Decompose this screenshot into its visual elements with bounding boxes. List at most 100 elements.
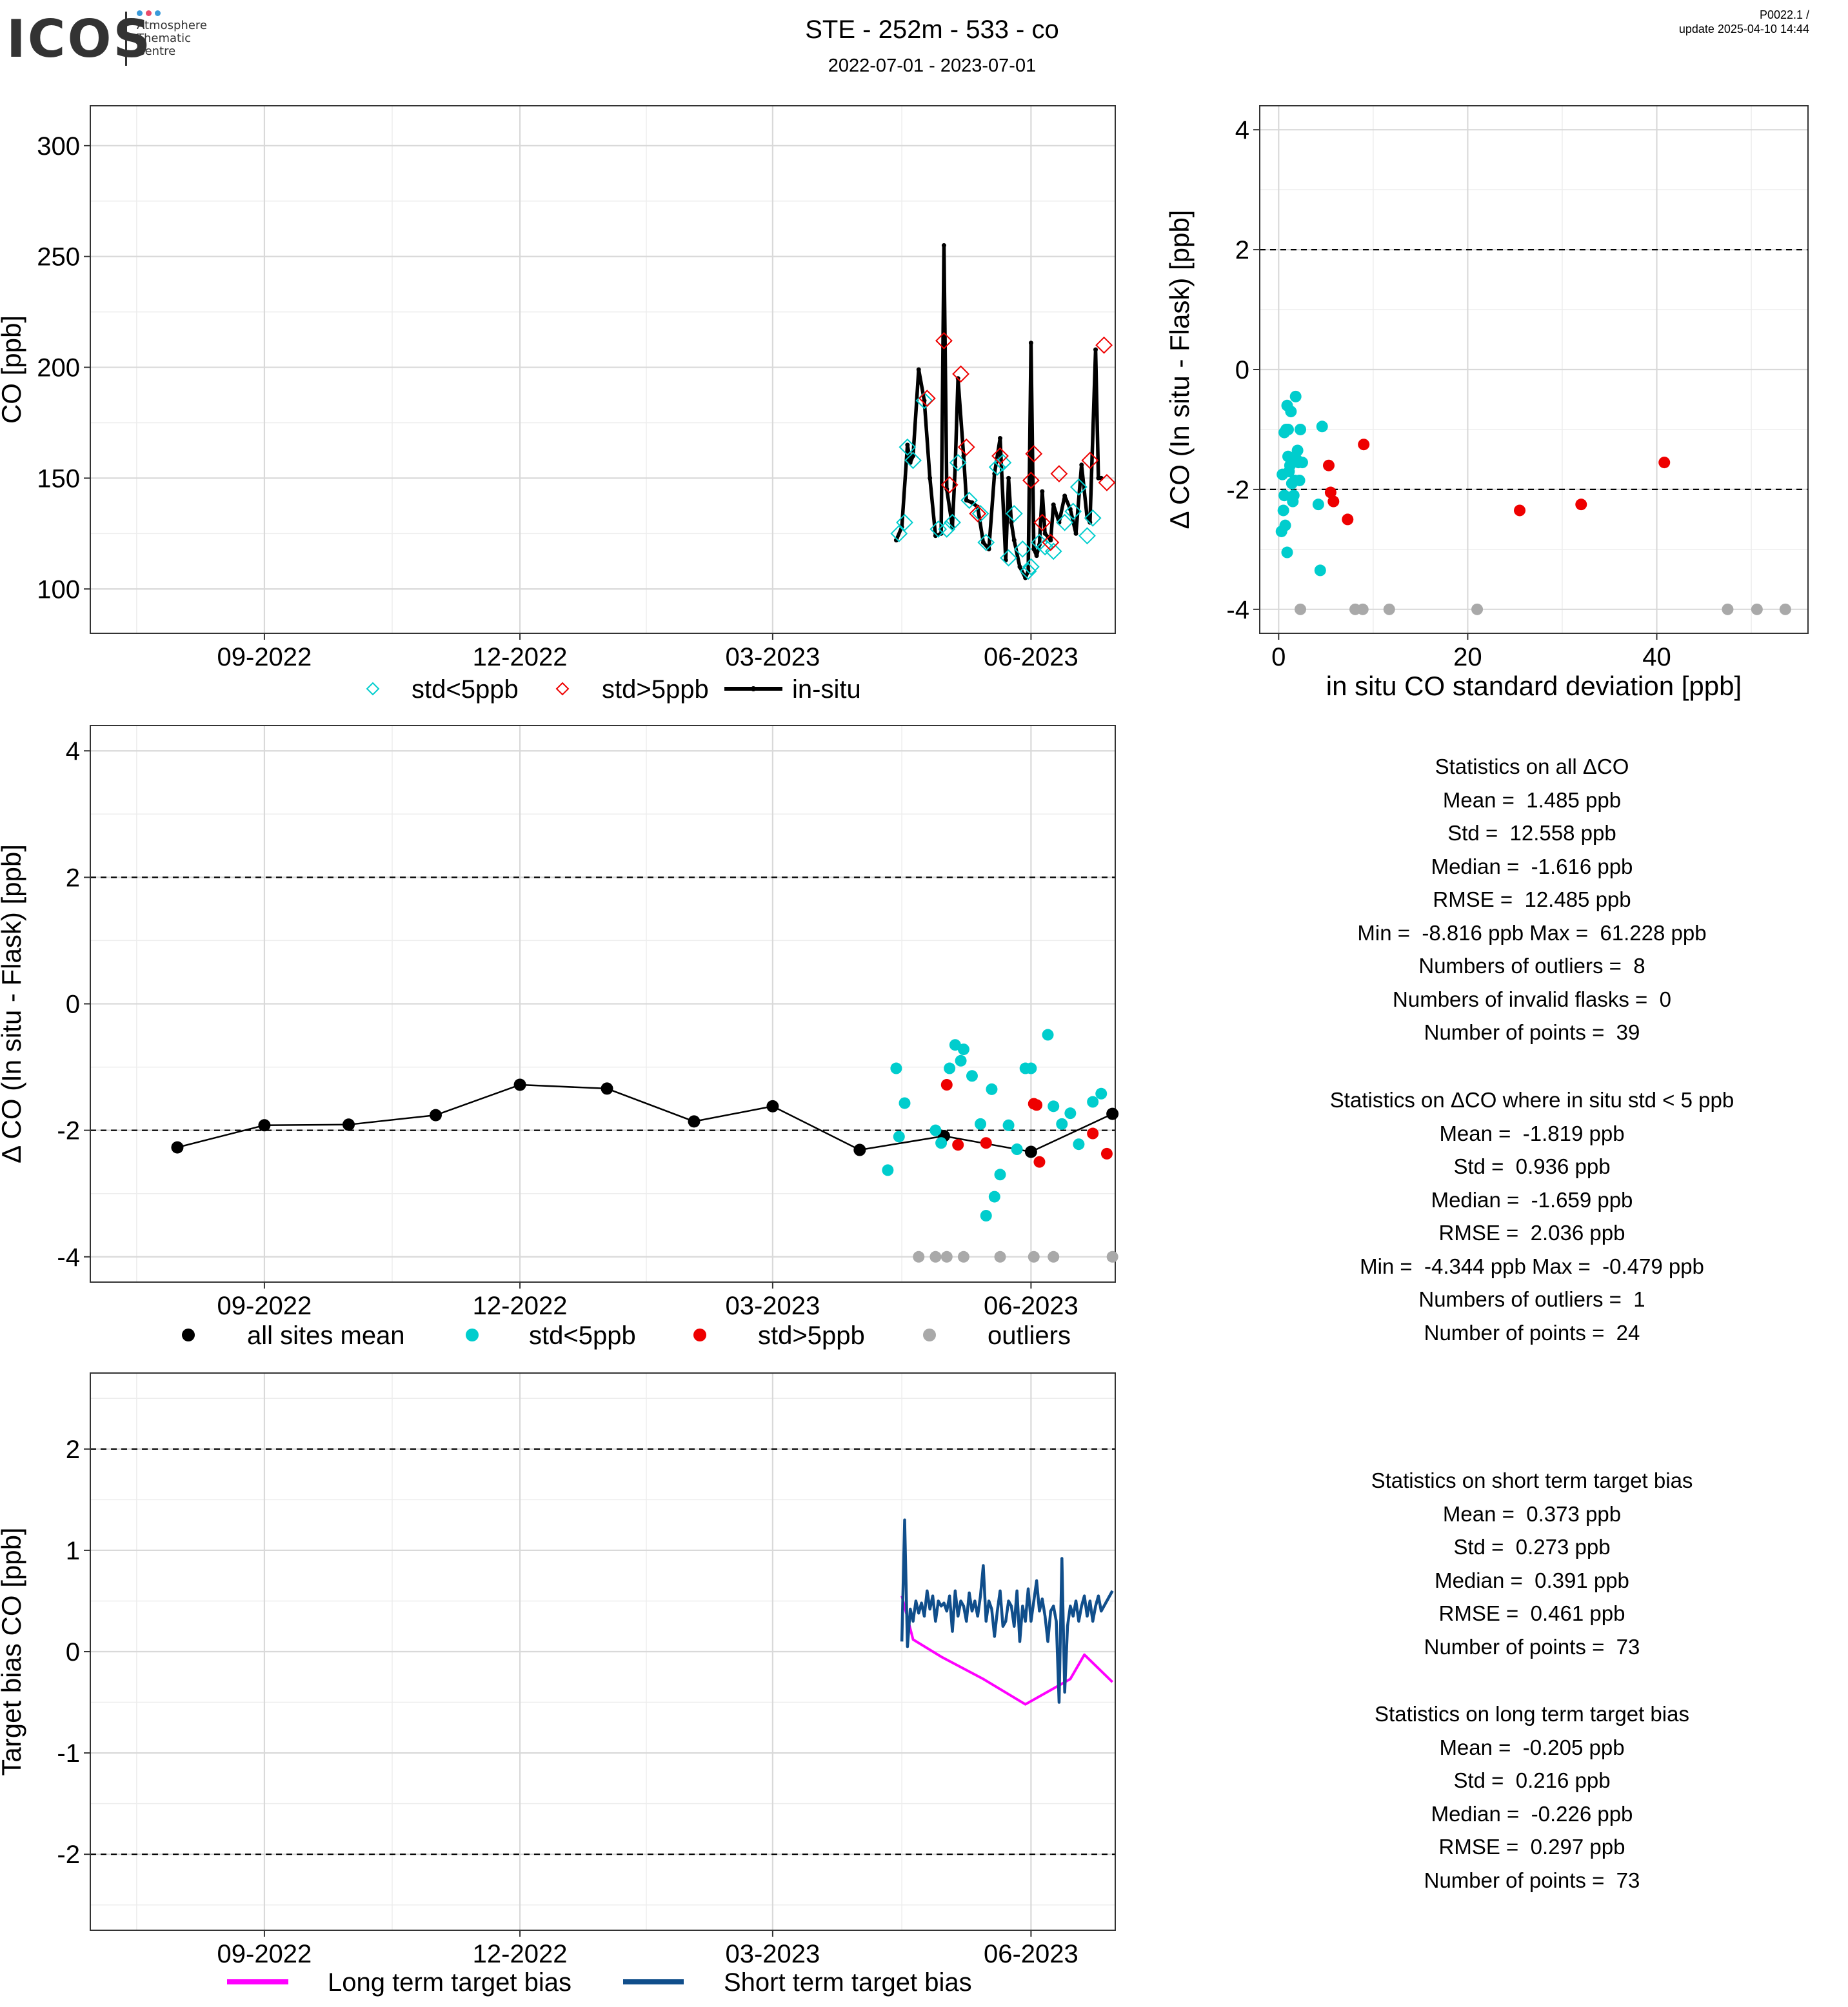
in-situ-point	[980, 540, 986, 545]
scatter-point	[1575, 499, 1587, 511]
scatter-point	[1285, 406, 1297, 418]
delta-point	[1048, 1100, 1060, 1112]
x-tick-label: 09-2022	[217, 1940, 312, 1968]
stats-short: Statistics on short term target bias Mea…	[1264, 1464, 1800, 1663]
scatter-point	[1279, 519, 1291, 531]
scatter-point	[1751, 603, 1763, 615]
in-situ-point	[1062, 493, 1068, 499]
stats-long: Statistics on long term target bias Mean…	[1264, 1697, 1800, 1897]
delta-point	[1028, 1251, 1040, 1263]
stats-line: Mean = -1.819 ppb	[1439, 1121, 1625, 1145]
page-title: STE - 252m - 533 - co	[805, 15, 1059, 44]
scatter-point	[1324, 486, 1336, 499]
delta-point	[986, 1083, 998, 1095]
logo-subtitle-line: Atmosphere	[137, 19, 207, 32]
panel-frame	[90, 105, 1116, 634]
in-situ-point	[941, 243, 946, 248]
all-sites-mean-line	[177, 1083, 1113, 1153]
stats-line: Number of points = 73	[1424, 1868, 1640, 1892]
in-situ-point	[1051, 502, 1056, 508]
y-axis-label: Δ CO (In situ - Flask) [ppb]	[0, 844, 26, 1163]
flask-diamond	[929, 520, 948, 538]
delta-point	[935, 1137, 948, 1149]
in-situ-point	[1040, 489, 1045, 494]
delta-point	[1031, 1099, 1043, 1111]
scatter-point	[1316, 420, 1328, 433]
in-situ-point	[1017, 564, 1022, 569]
delta-point	[940, 1251, 953, 1263]
in-situ-point	[1028, 341, 1033, 346]
flask-diamond	[1022, 471, 1040, 489]
scatter-point	[1314, 564, 1326, 577]
logo-subtitle-line: Thematic	[137, 32, 191, 45]
delta-point	[929, 1124, 942, 1136]
y-tick-label: 250	[37, 243, 80, 272]
flask-diamond	[1036, 538, 1054, 556]
flask-diamond	[971, 504, 989, 522]
stats-line: RMSE = 0.297 ppb	[1438, 1835, 1625, 1859]
flask-diamond	[1064, 502, 1082, 520]
stats-line: Median = -1.659 ppb	[1431, 1187, 1633, 1212]
in-situ-point	[1034, 553, 1039, 559]
legend-key-in-situ-point	[751, 686, 756, 691]
y-axis-label: Δ CO (In situ - Flask) [ppb]	[1164, 210, 1195, 529]
flask-diamond	[1069, 478, 1088, 496]
in-situ-point	[964, 498, 969, 503]
delta-point	[1095, 1087, 1108, 1100]
flask-diamond	[960, 491, 979, 509]
flask-diamond	[1098, 473, 1116, 491]
in-situ-point	[1031, 546, 1037, 551]
update-label: update 2025-04-10 14:44	[1678, 23, 1809, 35]
logo-subtitle: Atmosphere Thematic Centre	[137, 19, 207, 58]
y-axis-label: CO [ppb]	[0, 315, 26, 424]
in-situ-point	[916, 367, 921, 372]
delta-point	[994, 1251, 1006, 1263]
delta-point	[853, 1143, 866, 1156]
in-situ-point	[928, 475, 933, 480]
flask-diamond	[1022, 558, 1040, 576]
scatter-point	[1514, 504, 1526, 517]
flask-diamond	[1095, 336, 1113, 354]
delta-point	[1025, 1062, 1037, 1074]
scatter-point	[1278, 489, 1291, 502]
stats-line: Std = 12.558 ppb	[1447, 821, 1616, 845]
stats-line: Mean = -0.205 ppb	[1439, 1735, 1625, 1759]
legend-label: Long term target bias	[328, 1968, 571, 1997]
delta-point	[1087, 1127, 1099, 1140]
in-situ-line	[894, 243, 1102, 580]
y-tick-label: 2	[66, 1436, 80, 1464]
stats-line: RMSE = 12.485 ppb	[1433, 887, 1631, 911]
delta-point	[1011, 1143, 1023, 1156]
panel-frame	[90, 1372, 1116, 1931]
x-tick-label: 09-2022	[217, 1292, 312, 1320]
scatter-point	[1282, 450, 1294, 462]
delta-point	[899, 1097, 911, 1109]
delta-point	[980, 1210, 992, 1222]
y-tick-label: 0	[1235, 356, 1249, 384]
x-tick-label: 06-2023	[984, 1940, 1078, 1968]
scatter-point	[1287, 489, 1300, 502]
flask-diamond	[1078, 527, 1096, 545]
delta-point	[1048, 1251, 1060, 1263]
delta-point	[940, 1079, 953, 1091]
y-tick-label: 1	[66, 1537, 80, 1565]
scatter-point	[1356, 603, 1369, 615]
stats-line: Median = -0.226 ppb	[1431, 1801, 1633, 1826]
flask-diamond	[952, 365, 969, 383]
flask-diamond	[977, 533, 995, 551]
delta-point	[1087, 1096, 1099, 1108]
delta-point	[913, 1251, 925, 1263]
flask-diamond	[1050, 465, 1068, 482]
delta-point	[601, 1082, 613, 1095]
y-tick-label: 300	[37, 132, 80, 161]
in-situ-point	[961, 453, 966, 459]
short-term-bias-line	[900, 1518, 1114, 1704]
y-tick-label: 150	[37, 464, 80, 493]
flask-diamond	[904, 451, 922, 470]
scatter-point	[1342, 513, 1354, 526]
scatter-point	[1277, 468, 1289, 480]
stats-line: Number of points = 39	[1424, 1020, 1640, 1044]
in-situ-point	[1009, 520, 1014, 525]
y-tick-label: 4	[66, 737, 80, 766]
legend-label: std<5ppb	[529, 1321, 636, 1350]
